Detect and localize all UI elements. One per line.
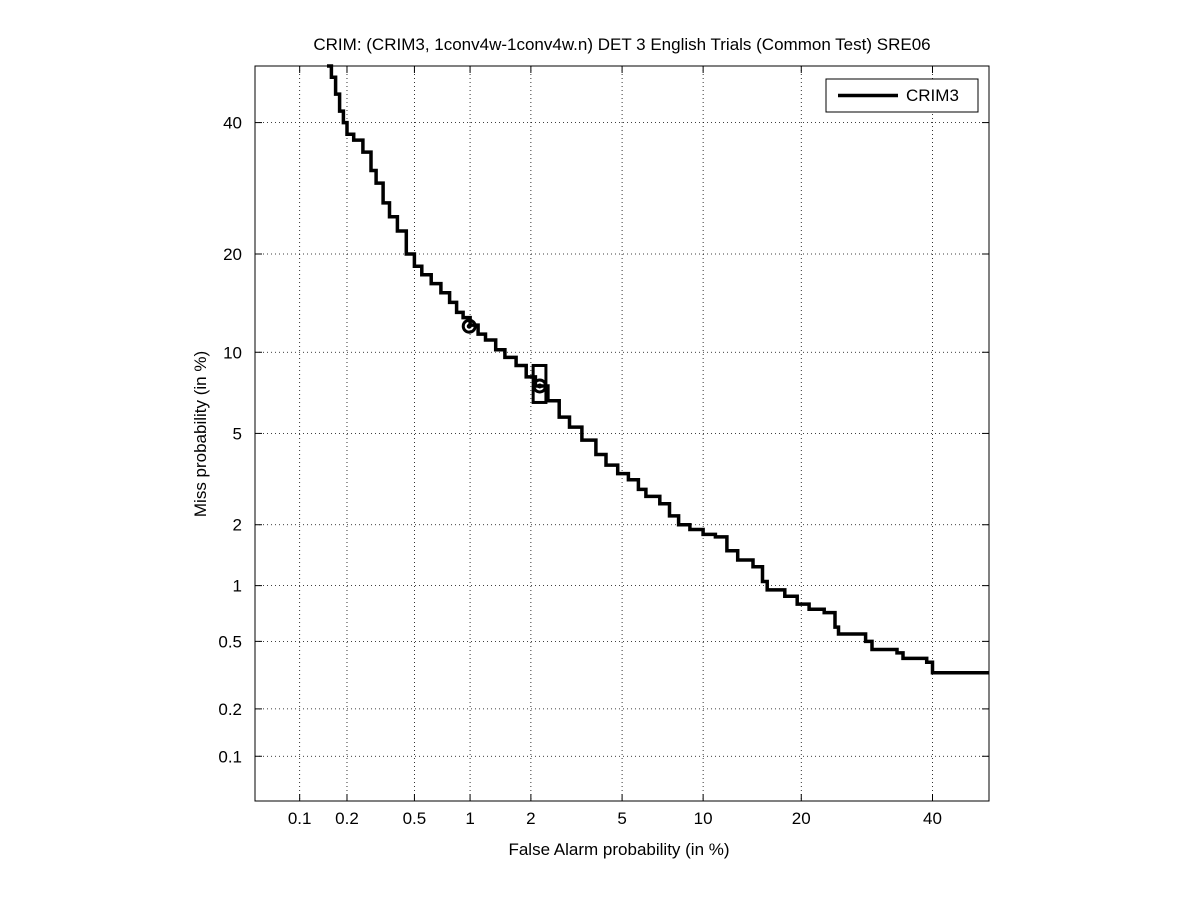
y-tick-label: 20 [223, 245, 242, 264]
marker-circle [461, 318, 477, 334]
y-tick-label: 0.1 [218, 747, 242, 766]
y-axis-ticks: 0.1 0.2 0.5 1 2 5 10 20 40 [218, 114, 989, 766]
grid-lines [255, 66, 989, 801]
y-tick-label: 5 [233, 424, 242, 443]
y-tick-label: 0.5 [218, 632, 242, 651]
marker-layer [461, 318, 548, 404]
x-tick-label: 0.1 [288, 809, 312, 828]
series-line-crim3 [327, 64, 989, 675]
x-tick-label: 10 [694, 809, 713, 828]
x-axis-label: False Alarm probability (in %) [508, 840, 729, 859]
y-tick-label: 0.2 [218, 700, 242, 719]
marker-box [531, 363, 548, 404]
marker-circle-dot [466, 323, 472, 329]
x-axis-ticks: 0.1 0.2 0.5 1 2 5 10 20 40 [288, 66, 942, 828]
marker-circle-dot [537, 383, 543, 389]
chart-title: CRIM: (CRIM3, 1conv4w-1conv4w.n) DET 3 E… [313, 35, 930, 54]
x-tick-label: 40 [923, 809, 942, 828]
y-tick-label: 1 [233, 577, 242, 596]
legend: CRIM3 [825, 78, 979, 113]
legend-label: CRIM3 [906, 86, 959, 105]
x-tick-label: 0.5 [403, 809, 427, 828]
y-tick-label: 40 [223, 114, 242, 133]
x-tick-label: 20 [792, 809, 811, 828]
x-tick-label: 0.2 [335, 809, 359, 828]
y-axis-label: Miss probability (in %) [191, 351, 210, 517]
y-tick-label: 2 [233, 516, 242, 535]
series-layer [327, 64, 989, 675]
x-tick-label: 5 [617, 809, 626, 828]
x-tick-label: 1 [465, 809, 474, 828]
y-tick-label: 10 [223, 343, 242, 362]
x-tick-label: 2 [526, 809, 535, 828]
